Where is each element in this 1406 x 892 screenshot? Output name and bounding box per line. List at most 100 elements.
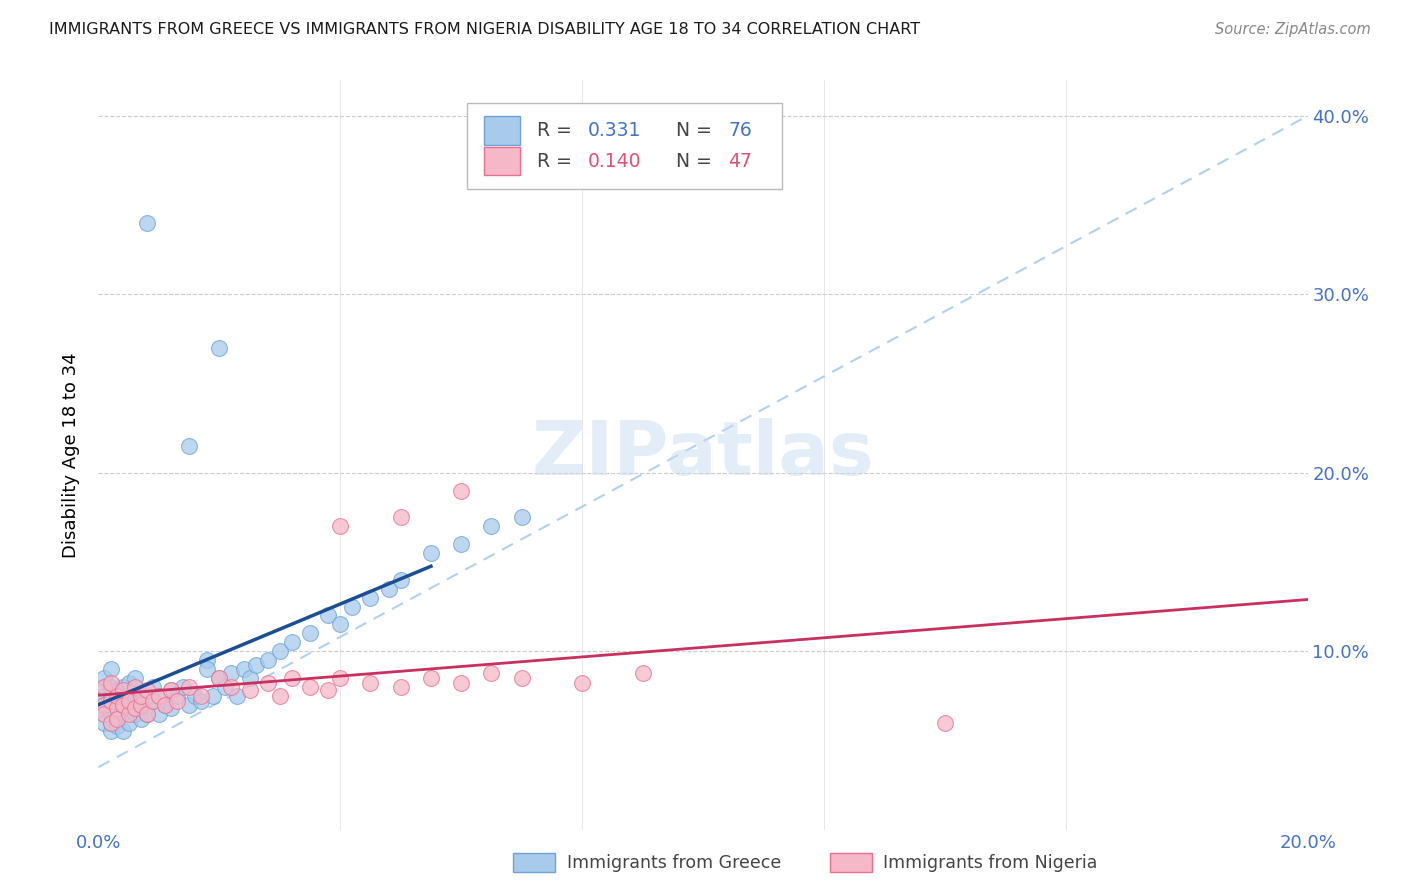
Point — [142, 694, 165, 708]
Point — [342, 599, 364, 614]
Text: Immigrants from Greece: Immigrants from Greece — [567, 854, 780, 871]
Point — [135, 698, 157, 712]
Point — [111, 680, 134, 694]
Point — [934, 715, 956, 730]
Point — [389, 510, 412, 524]
Point — [124, 689, 146, 703]
Point — [124, 680, 146, 694]
Point — [377, 582, 399, 596]
Point — [160, 701, 183, 715]
Point — [179, 680, 201, 694]
Point — [299, 680, 322, 694]
Point — [195, 653, 218, 667]
Point — [142, 680, 165, 694]
Point — [269, 689, 291, 703]
Point — [111, 698, 134, 712]
Point — [111, 706, 134, 721]
Point — [129, 694, 152, 708]
Point — [93, 706, 115, 721]
Point — [93, 671, 115, 685]
Point — [631, 665, 654, 680]
Point — [389, 680, 412, 694]
Point — [135, 706, 157, 721]
Point — [450, 676, 472, 690]
Point — [179, 439, 201, 453]
Point — [195, 662, 218, 676]
Point — [481, 519, 503, 533]
Point — [245, 658, 267, 673]
Point — [118, 701, 141, 715]
Point — [256, 653, 278, 667]
Point — [135, 706, 157, 721]
Point — [142, 694, 165, 708]
Text: 0.331: 0.331 — [588, 121, 641, 140]
Point — [105, 712, 128, 726]
Point — [208, 671, 231, 685]
Text: Immigrants from Nigeria: Immigrants from Nigeria — [883, 854, 1097, 871]
Point — [105, 701, 128, 715]
Point — [179, 698, 201, 712]
Text: IMMIGRANTS FROM GREECE VS IMMIGRANTS FROM NIGERIA DISABILITY AGE 18 TO 34 CORREL: IMMIGRANTS FROM GREECE VS IMMIGRANTS FRO… — [49, 22, 921, 37]
Point — [148, 689, 170, 703]
Point — [105, 701, 128, 715]
Point — [202, 689, 225, 703]
Point — [93, 698, 115, 712]
Point — [111, 689, 134, 703]
Point — [190, 689, 212, 703]
Point — [299, 626, 322, 640]
Point — [160, 683, 183, 698]
Point — [420, 546, 443, 560]
Point — [281, 635, 304, 649]
Point — [316, 608, 339, 623]
Point — [135, 683, 157, 698]
Point — [208, 341, 231, 355]
Point — [256, 676, 278, 690]
Point — [100, 680, 122, 694]
Point — [124, 706, 146, 721]
Point — [160, 683, 183, 698]
Point — [389, 573, 412, 587]
Point — [124, 701, 146, 715]
Text: 0.140: 0.140 — [588, 152, 641, 170]
Point — [166, 689, 188, 703]
Point — [129, 712, 152, 726]
Point — [420, 671, 443, 685]
Point — [100, 706, 122, 721]
Point — [226, 689, 249, 703]
FancyBboxPatch shape — [467, 103, 782, 189]
Text: ZIPatlas: ZIPatlas — [531, 418, 875, 491]
Point — [221, 665, 243, 680]
Text: N =: N = — [664, 121, 718, 140]
Point — [172, 680, 194, 694]
Point — [153, 698, 176, 712]
Point — [281, 671, 304, 685]
Text: R =: R = — [537, 152, 578, 170]
Point — [450, 537, 472, 551]
Point — [100, 689, 122, 703]
Point — [100, 698, 122, 712]
Point — [135, 216, 157, 230]
Point — [153, 698, 176, 712]
Point — [105, 694, 128, 708]
Text: N =: N = — [664, 152, 718, 170]
Point — [214, 680, 236, 694]
Point — [129, 698, 152, 712]
Point — [184, 689, 207, 703]
Point — [239, 683, 262, 698]
Y-axis label: Disability Age 18 to 34: Disability Age 18 to 34 — [62, 352, 80, 558]
Point — [510, 671, 533, 685]
Point — [100, 662, 122, 676]
Point — [239, 671, 262, 685]
Point — [124, 698, 146, 712]
Point — [111, 698, 134, 712]
Text: 47: 47 — [728, 152, 752, 170]
Point — [148, 689, 170, 703]
Point — [316, 683, 339, 698]
Point — [105, 689, 128, 703]
Point — [135, 689, 157, 703]
Point — [100, 724, 122, 739]
Point — [329, 671, 352, 685]
Point — [571, 676, 593, 690]
Point — [118, 715, 141, 730]
Point — [329, 617, 352, 632]
